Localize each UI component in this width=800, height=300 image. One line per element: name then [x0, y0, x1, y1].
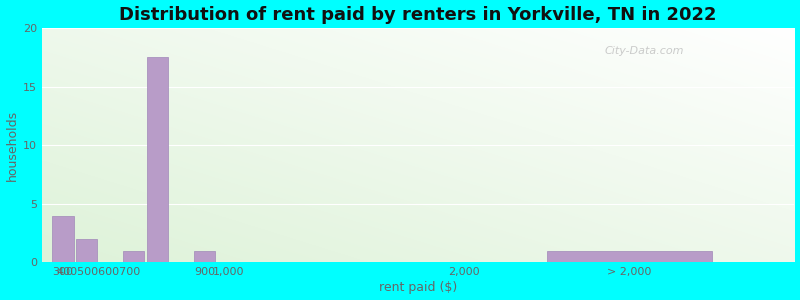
Bar [52, 215, 74, 262]
Bar [546, 251, 712, 262]
Bar [76, 239, 97, 262]
Bar [123, 251, 144, 262]
Y-axis label: households: households [6, 110, 18, 181]
Bar [194, 251, 215, 262]
Text: City-Data.com: City-Data.com [604, 46, 684, 56]
Title: Distribution of rent paid by renters in Yorkville, TN in 2022: Distribution of rent paid by renters in … [119, 6, 717, 24]
X-axis label: rent paid ($): rent paid ($) [379, 281, 458, 294]
Bar [146, 57, 168, 262]
